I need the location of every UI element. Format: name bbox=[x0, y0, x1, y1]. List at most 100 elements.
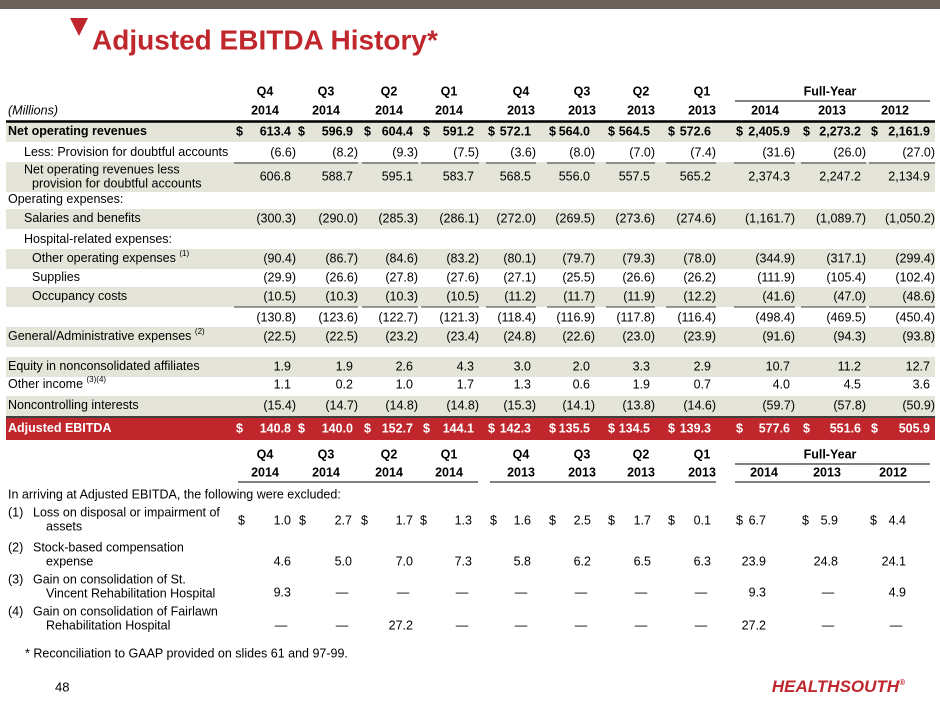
cell: (15.4) bbox=[263, 398, 296, 412]
cell: 5.8 bbox=[514, 554, 531, 568]
cell: (121.3) bbox=[439, 310, 479, 324]
currency: $ bbox=[488, 124, 495, 138]
cell: (86.7) bbox=[325, 251, 358, 265]
cell: (11.2) bbox=[504, 289, 536, 303]
cell: (8.2) bbox=[332, 145, 358, 159]
row-label: provision for doubtful accounts bbox=[32, 176, 202, 190]
cell: 10.7 bbox=[766, 359, 790, 373]
currency: $ bbox=[803, 124, 810, 138]
currency: $ bbox=[420, 513, 427, 527]
currency: $ bbox=[298, 421, 305, 435]
cell: (29.9) bbox=[263, 270, 296, 284]
row-shade bbox=[6, 209, 935, 229]
quarter-label: Q2 bbox=[633, 447, 650, 461]
cell: 24.1 bbox=[882, 554, 906, 568]
row-label: Net operating revenues bbox=[8, 124, 147, 138]
year-label: 2013 bbox=[507, 103, 535, 117]
cell: 556.0 bbox=[559, 169, 590, 183]
row-label: Equity in nonconsolidated affiliates bbox=[8, 359, 200, 373]
cell: (102.4) bbox=[895, 270, 935, 284]
cell: — bbox=[515, 585, 528, 599]
note-number: (3) bbox=[8, 572, 23, 586]
cell: 1.0 bbox=[396, 377, 413, 391]
currency: $ bbox=[736, 421, 743, 435]
year-label: 2014 bbox=[251, 103, 279, 117]
cell: (10.3) bbox=[325, 289, 358, 303]
cell: (14.8) bbox=[446, 398, 479, 412]
cell: 2.9 bbox=[694, 359, 711, 373]
cell: 3.6 bbox=[913, 377, 930, 391]
row-label: Noncontrolling interests bbox=[8, 398, 139, 412]
cell: (286.1) bbox=[439, 211, 479, 225]
cell: (7.4) bbox=[690, 145, 716, 159]
row-label: General/Administrative expenses (2) bbox=[8, 327, 205, 343]
cell: 2.7 bbox=[335, 513, 352, 527]
year-label: 2013 bbox=[813, 465, 841, 479]
currency: $ bbox=[736, 124, 743, 138]
cell: 152.7 bbox=[382, 421, 413, 435]
cell: 27.2 bbox=[742, 618, 766, 632]
currency: $ bbox=[549, 124, 556, 138]
cell: 0.2 bbox=[336, 377, 353, 391]
cell: (7.5) bbox=[453, 145, 479, 159]
cell: (10.5) bbox=[446, 289, 479, 303]
row-label: Operating expenses: bbox=[8, 192, 123, 206]
cell: 564.5 bbox=[619, 124, 650, 138]
cell: (274.6) bbox=[676, 211, 716, 225]
cell: 1.3 bbox=[455, 513, 472, 527]
cell: 4.4 bbox=[889, 513, 906, 527]
cell: (14.1) bbox=[562, 398, 595, 412]
currency: $ bbox=[364, 124, 371, 138]
item-label: Rehabilitation Hospital bbox=[46, 618, 170, 632]
currency: $ bbox=[423, 421, 430, 435]
row-label: Occupancy costs bbox=[32, 289, 127, 303]
cell: 572.1 bbox=[500, 124, 531, 138]
cell: 142.3 bbox=[500, 421, 531, 435]
cell: 9.3 bbox=[274, 585, 291, 599]
item-label: Stock-based compensation bbox=[33, 540, 184, 554]
cell: 24.8 bbox=[814, 554, 838, 568]
units-label: (Millions) bbox=[8, 103, 58, 117]
cell: 7.0 bbox=[396, 554, 413, 568]
logo-text: HEALTHSOUTH bbox=[772, 677, 900, 696]
label-text: Other income bbox=[8, 377, 83, 391]
year-label: 2013 bbox=[818, 103, 846, 117]
cell: (41.6) bbox=[762, 289, 795, 303]
currency: $ bbox=[490, 513, 497, 527]
cell: — bbox=[575, 618, 588, 632]
year-label: 2012 bbox=[879, 465, 907, 479]
note: (1) bbox=[179, 249, 189, 258]
cell: (22.5) bbox=[263, 329, 296, 343]
item-label: assets bbox=[46, 519, 82, 533]
cell: — bbox=[695, 618, 708, 632]
quarter-label: Q3 bbox=[574, 84, 591, 98]
cell: 551.6 bbox=[830, 421, 861, 435]
cell: (26.6) bbox=[622, 270, 655, 284]
quarter-label: Q1 bbox=[694, 447, 711, 461]
cell: (23.4) bbox=[446, 329, 479, 343]
row-shade bbox=[6, 357, 935, 377]
cell: (290.0) bbox=[318, 211, 358, 225]
year-label: 2014 bbox=[375, 103, 403, 117]
table: Q4 Q3 Q2 Q1 Q4 Q3 Q2 Q1 Full-Year 2014 2014 2014 201… bbox=[6, 84, 935, 632]
cell: (1,050.2) bbox=[885, 211, 935, 225]
currency: $ bbox=[668, 513, 675, 527]
cell: 557.5 bbox=[619, 169, 650, 183]
cell: 1.6 bbox=[514, 513, 531, 527]
cell: 1.9 bbox=[274, 359, 291, 373]
row-shade bbox=[6, 327, 935, 347]
label-text: Adjusted EBITDA bbox=[8, 421, 111, 435]
cell: 564.0 bbox=[559, 124, 590, 138]
cell: 572.6 bbox=[680, 124, 711, 138]
currency: $ bbox=[423, 124, 430, 138]
cell: 0.1 bbox=[694, 513, 711, 527]
currency: $ bbox=[549, 421, 556, 435]
cell: — bbox=[695, 585, 708, 599]
currency: $ bbox=[668, 124, 675, 138]
cell: (26.6) bbox=[325, 270, 358, 284]
cell: 12.7 bbox=[906, 359, 930, 373]
cell: (94.3) bbox=[833, 329, 866, 343]
cell: 23.9 bbox=[742, 554, 766, 568]
cell: 3.3 bbox=[633, 359, 650, 373]
